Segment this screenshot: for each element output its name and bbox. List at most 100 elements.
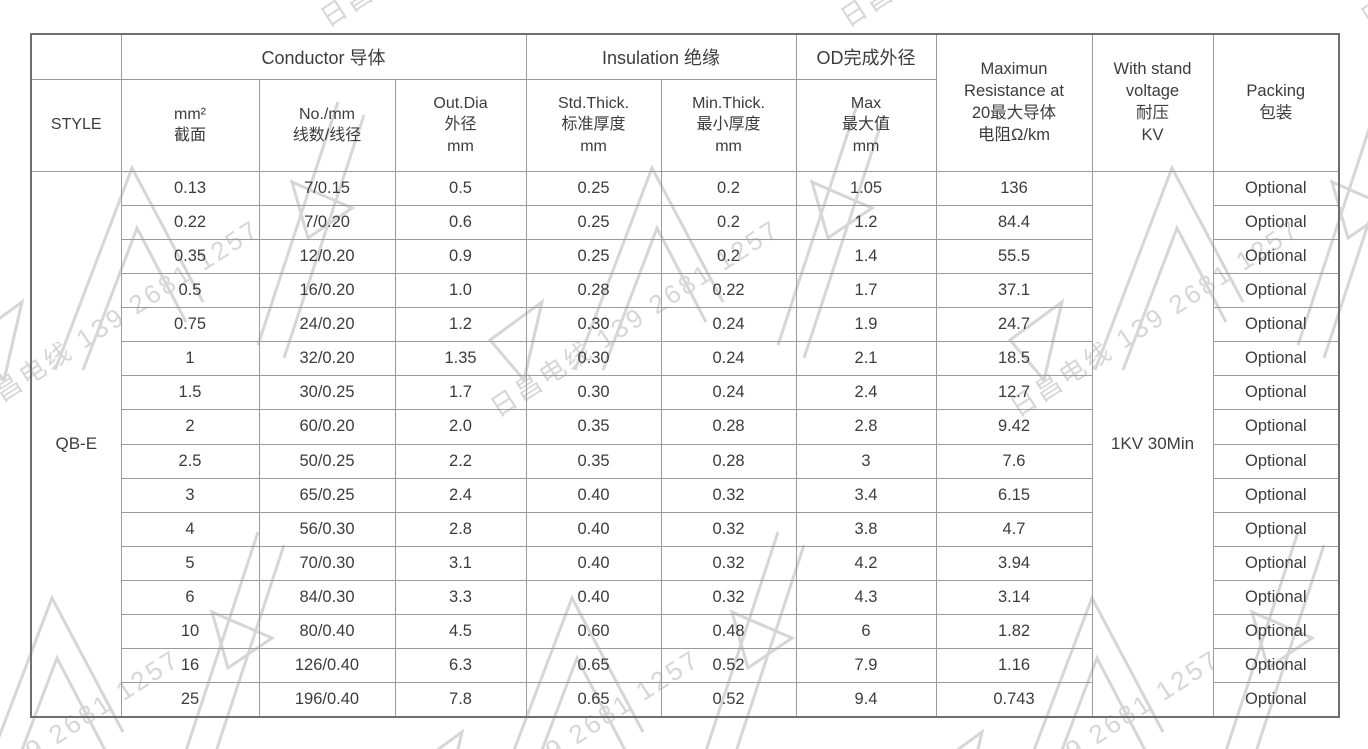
cell-min-thick: 0.24 (660, 375, 797, 411)
table-row: 3 65/0.25 2.4 0.40 0.32 3.4 6.15 Optional (31, 477, 1340, 513)
odmax-header: Max 最大值 mm (795, 78, 937, 172)
cell-out-dia: 2.2 (394, 443, 527, 479)
cell-std-thick: 0.28 (525, 272, 662, 309)
cell-out-dia: 4.5 (394, 614, 527, 650)
minthick-header: Min.Thick. 最小厚度 mm (660, 78, 797, 172)
cell-min-thick: 0.24 (660, 341, 797, 377)
cell-out-dia: 2.4 (394, 477, 527, 513)
cell-std-thick: 0.65 (525, 648, 662, 684)
style-header-spacer (30, 33, 122, 80)
cell-od-max: 3 (795, 443, 937, 479)
withstand-value-cell: 1KV 30Min (1091, 170, 1214, 718)
cell-std-thick: 0.60 (525, 614, 662, 650)
cell-resistance: 7.6 (935, 443, 1093, 479)
watermark-unit: 日昌电线 139 2681 1257 (1340, 470, 1368, 749)
cell-no-mm: 30/0.25 (258, 375, 396, 411)
table-row: 2 60/0.20 2.0 0.35 0.28 2.8 9.42 Optional (31, 409, 1340, 445)
cell-od-max: 1.4 (795, 238, 937, 274)
cell-no-mm: 24/0.20 (258, 306, 396, 343)
header-group-row: Conductor 导体 Insulation 绝缘 OD完成外径 Maximu… (30, 33, 1340, 172)
cell-no-mm: 7/0.20 (258, 204, 396, 240)
packing-header: Packing 包装 (1212, 33, 1340, 172)
cell-mm2: 10 (120, 614, 260, 650)
cell-min-thick: 0.48 (660, 614, 797, 650)
cell-no-mm: 126/0.40 (258, 648, 396, 684)
wire-spec-table: Conductor 导体 Insulation 绝缘 OD完成外径 Maximu… (30, 33, 1341, 718)
cell-resistance: 37.1 (935, 272, 1093, 309)
cell-od-max: 1.9 (795, 306, 937, 343)
cell-resistance: 12.7 (935, 375, 1093, 411)
cell-packing: Optional (1212, 409, 1340, 445)
cell-no-mm: 60/0.20 (258, 409, 396, 445)
cell-no-mm: 84/0.30 (258, 579, 396, 616)
cell-resistance: 9.42 (935, 409, 1093, 445)
resistance-header: Maximun Resistance at 20最大导体 电阻Ω/km (935, 33, 1093, 172)
cell-od-max: 3.4 (795, 477, 937, 513)
table-header: Conductor 导体 Insulation 绝缘 OD完成外径 Maximu… (30, 33, 1340, 172)
cell-mm2: 2 (120, 409, 260, 445)
cell-std-thick: 0.25 (525, 238, 662, 274)
cell-resistance: 136 (935, 170, 1093, 206)
cell-out-dia: 1.2 (394, 306, 527, 343)
cell-packing: Optional (1212, 238, 1340, 274)
style-value-cell: QB-E (30, 170, 122, 718)
mm2-header: mm² 截面 (120, 78, 260, 172)
cell-out-dia: 7.8 (394, 682, 527, 718)
cell-mm2: 1 (120, 341, 260, 377)
cell-od-max: 4.2 (795, 545, 937, 582)
style-header: STYLE (30, 78, 122, 172)
cell-no-mm: 56/0.30 (258, 511, 396, 547)
cell-std-thick: 0.25 (525, 204, 662, 240)
insulation-group-header: Insulation 绝缘 (525, 33, 797, 80)
cell-min-thick: 0.32 (660, 511, 797, 547)
conductor-group-header: Conductor 导体 (120, 33, 527, 80)
cell-resistance: 3.94 (935, 545, 1093, 582)
cell-std-thick: 0.30 (525, 341, 662, 377)
cell-std-thick: 0.40 (525, 477, 662, 513)
cell-out-dia: 0.5 (394, 170, 527, 206)
cell-no-mm: 16/0.20 (258, 272, 396, 309)
cell-no-mm: 65/0.25 (258, 477, 396, 513)
table-row: 4 56/0.30 2.8 0.40 0.32 3.8 4.7 Optional (31, 511, 1340, 547)
watermark-unit: 日昌电线 139 2681 1257 (1350, 0, 1368, 80)
withstand-header: With stand voltage 耐压 KV (1091, 33, 1214, 172)
cell-mm2: 0.22 (120, 204, 260, 240)
cell-packing: Optional (1212, 443, 1340, 479)
cell-out-dia: 3.1 (394, 545, 527, 582)
cell-min-thick: 0.2 (660, 170, 797, 206)
cell-no-mm: 50/0.25 (258, 443, 396, 479)
cell-packing: Optional (1212, 272, 1340, 309)
cell-packing: Optional (1212, 511, 1340, 547)
cell-packing: Optional (1212, 477, 1340, 513)
cell-min-thick: 0.22 (660, 272, 797, 309)
cell-od-max: 1.7 (795, 272, 937, 309)
cell-resistance: 24.7 (935, 306, 1093, 343)
cell-mm2: 0.13 (120, 170, 260, 206)
cell-std-thick: 0.30 (525, 306, 662, 343)
cell-od-max: 7.9 (795, 648, 937, 684)
cell-min-thick: 0.52 (660, 648, 797, 684)
svg-text:日昌电线 139 2681 1257: 日昌电线 139 2681 1257 (0, 0, 95, 33)
cell-std-thick: 0.25 (525, 170, 662, 206)
cell-out-dia: 1.7 (394, 375, 527, 411)
cell-mm2: 3 (120, 477, 260, 513)
cell-min-thick: 0.2 (660, 238, 797, 274)
cell-mm2: 25 (120, 682, 260, 718)
cell-no-mm: 80/0.40 (258, 614, 396, 650)
cell-out-dia: 2.0 (394, 409, 527, 445)
cell-no-mm: 32/0.20 (258, 341, 396, 377)
cell-od-max: 2.4 (795, 375, 937, 411)
cell-packing: Optional (1212, 579, 1340, 616)
cell-out-dia: 1.35 (394, 341, 527, 377)
cell-od-max: 6 (795, 614, 937, 650)
cell-od-max: 2.1 (795, 341, 937, 377)
cell-resistance: 1.16 (935, 648, 1093, 684)
cell-std-thick: 0.40 (525, 579, 662, 616)
cell-packing: Optional (1212, 614, 1340, 650)
cell-od-max: 1.05 (795, 170, 937, 206)
outdia-header: Out.Dia 外径 mm (394, 78, 527, 172)
cell-resistance: 84.4 (935, 204, 1093, 240)
cell-min-thick: 0.2 (660, 204, 797, 240)
cell-packing: Optional (1212, 341, 1340, 377)
cell-min-thick: 0.24 (660, 306, 797, 343)
